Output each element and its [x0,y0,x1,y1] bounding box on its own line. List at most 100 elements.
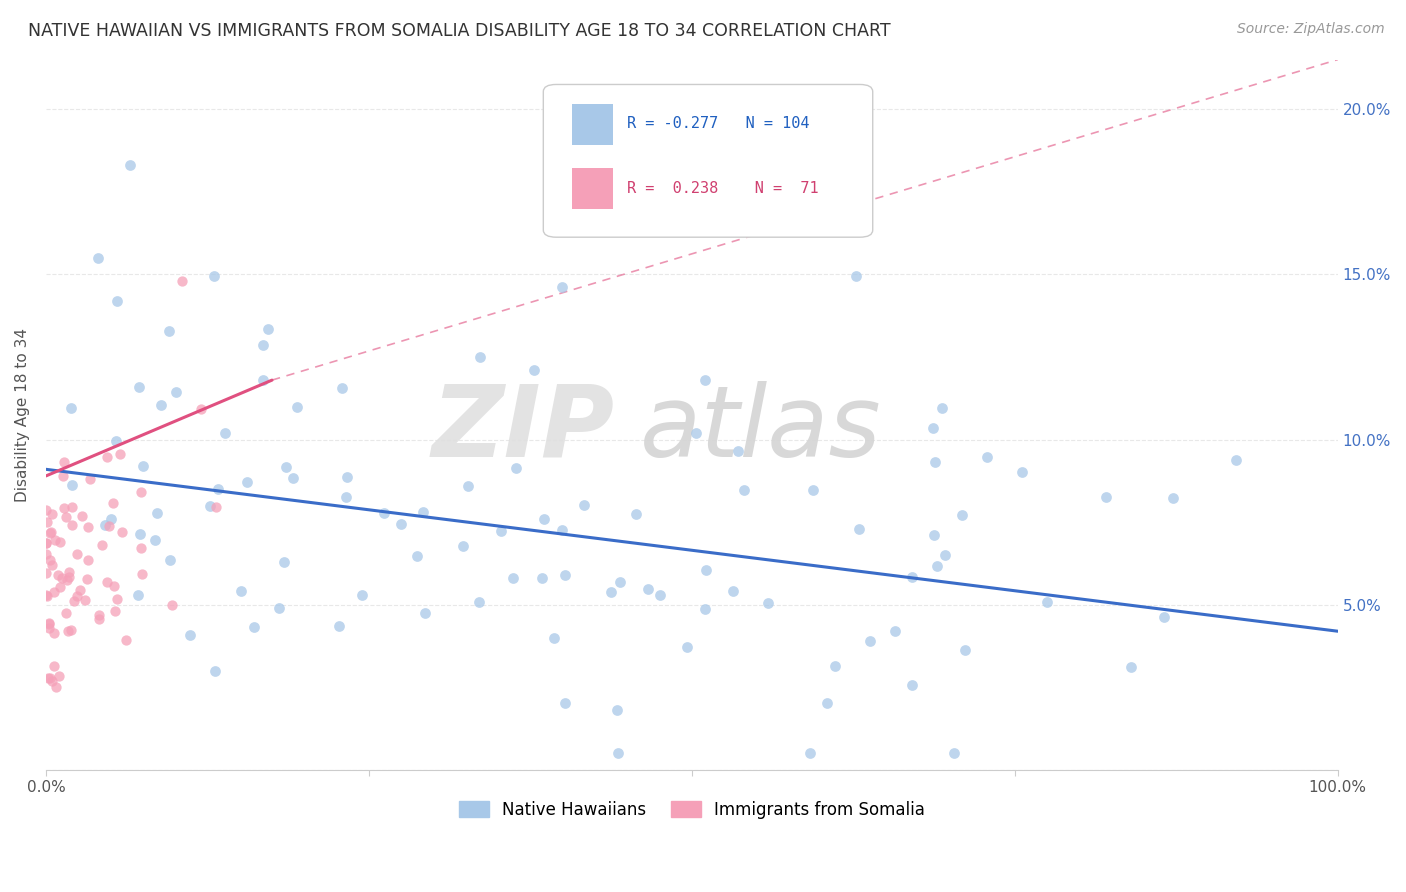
Point [824,659,846,673]
Point [952,508,974,522]
Point [118,158,141,172]
Point [35,588,58,602]
Point [132,459,155,474]
Point [243,620,266,634]
Point [200,499,222,513]
Point [96,450,118,465]
Point [79,472,101,486]
Point [924,455,946,469]
Bar [572,168,613,209]
Point [42,585,65,599]
Point [695,563,717,577]
Point [60,518,83,533]
Point [1153,610,1175,624]
Point [146,506,169,520]
Point [104,604,127,618]
Point [129,541,152,555]
Point [103,579,125,593]
Point [733,483,755,497]
Point [502,571,524,585]
Point [39,552,62,566]
Bar [572,103,613,145]
Point [901,678,924,692]
Point [111,525,134,540]
Point [35,536,58,550]
Point [693,601,716,615]
Point [179,628,201,642]
Point [976,450,998,464]
Point [799,747,821,761]
Point [150,398,173,412]
Point [1225,453,1247,467]
Point [1011,466,1033,480]
Point [110,447,132,461]
Text: ZIP: ZIP [432,381,614,477]
Point [97,519,120,533]
Point [104,434,127,449]
Point [229,584,252,599]
Point [60,401,83,415]
Point [273,555,295,569]
Point [269,601,291,615]
Point [38,616,60,631]
Point [38,616,60,631]
Point [35,566,58,581]
Point [600,585,623,599]
Point [554,696,576,710]
Point [815,696,838,710]
Point [89,608,111,623]
Y-axis label: Disability Age 18 to 34: Disability Age 18 to 34 [15,327,30,502]
Point [58,570,80,584]
Point [41,558,63,573]
Point [859,633,882,648]
Point [606,703,628,717]
Point [69,582,91,597]
Point [934,548,956,562]
Point [49,535,72,549]
Point [45,680,67,694]
Point [77,553,100,567]
Point [42,626,65,640]
Point [335,490,357,504]
Point [65,589,87,603]
Point [330,382,353,396]
Point [35,536,58,550]
Point [39,526,62,541]
Text: R = -0.277   N = 104: R = -0.277 N = 104 [627,116,810,131]
Point [413,606,436,620]
Point [285,400,308,414]
Point [101,496,124,510]
Point [143,533,166,547]
Point [55,510,77,524]
Point [105,293,128,308]
Point [89,612,111,626]
Point [550,280,572,294]
Point [44,533,66,548]
Point [1036,594,1059,608]
Point [1161,491,1184,505]
Point [609,575,631,590]
Point [131,567,153,582]
Point [953,642,976,657]
Point [58,624,80,638]
Point [76,572,98,586]
Point [531,571,554,585]
Point [204,268,226,283]
Point [676,640,699,654]
Text: atlas: atlas [640,381,882,477]
Point [58,566,80,580]
Point [389,516,412,531]
Point [41,508,63,522]
Point [190,401,212,416]
Point [128,380,150,394]
Point [922,528,945,542]
Point [457,479,479,493]
Point [52,500,75,515]
Point [845,268,868,283]
Point [925,558,948,573]
FancyBboxPatch shape [543,85,873,237]
Point [721,583,744,598]
Point [86,251,108,265]
Point [166,384,188,399]
Point [63,594,86,608]
